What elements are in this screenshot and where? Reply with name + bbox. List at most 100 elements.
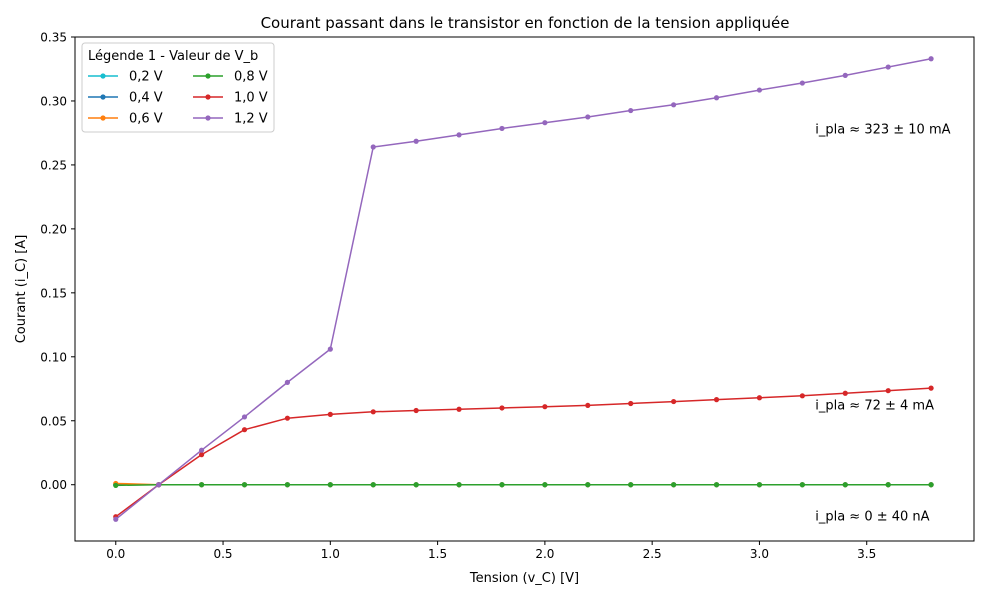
data-point <box>285 482 290 487</box>
data-point <box>928 56 933 61</box>
y-tick-label: 0.30 <box>40 94 67 108</box>
data-point <box>585 482 590 487</box>
data-point <box>843 391 848 396</box>
legend-marker <box>205 94 210 99</box>
y-tick-label: 0.25 <box>40 158 67 172</box>
legend: Légende 1 - Valeur de V_b 0,2 V 0,4 V 0,6 … <box>82 43 274 132</box>
data-point <box>671 399 676 404</box>
data-point <box>757 395 762 400</box>
data-point <box>800 393 805 398</box>
series-3 <box>113 482 934 488</box>
data-point <box>843 73 848 78</box>
data-point <box>113 517 118 522</box>
data-point <box>414 139 419 144</box>
data-point <box>585 114 590 119</box>
data-point <box>671 482 676 487</box>
data-point <box>414 408 419 413</box>
data-point <box>800 482 805 487</box>
data-point <box>242 414 247 419</box>
data-point <box>757 87 762 92</box>
data-point <box>757 482 762 487</box>
data-point <box>328 482 333 487</box>
data-point <box>285 416 290 421</box>
data-point <box>456 482 461 487</box>
x-tick-label: 3.5 <box>857 547 876 561</box>
legend-title: Légende 1 - Valeur de V_b <box>88 49 258 64</box>
series-line <box>116 485 931 486</box>
data-point <box>886 64 891 69</box>
data-point <box>499 482 504 487</box>
x-axis: 0.0 0.5 1.0 1.5 2.0 2.5 3.0 3.5 <box>106 541 876 561</box>
data-point <box>371 409 376 414</box>
legend-label: 0,8 V <box>234 70 268 85</box>
data-point <box>156 482 161 487</box>
y-tick-label: 0.05 <box>40 414 67 428</box>
legend-marker <box>205 73 210 78</box>
plot-annotations: i_pla ≈ 323 ± 10 mA i_pla ≈ 72 ± 4 mA i_pl… <box>815 123 950 525</box>
x-tick-label: 0.5 <box>213 547 232 561</box>
series-line <box>116 388 931 517</box>
data-point <box>843 482 848 487</box>
y-axis-label: Courant (i_C) [A] <box>14 235 29 344</box>
legend-label: 1,2 V <box>234 112 268 127</box>
data-point <box>542 120 547 125</box>
data-point <box>542 404 547 409</box>
data-point <box>285 380 290 385</box>
x-tick-label: 1.5 <box>428 547 447 561</box>
x-tick-label: 2.0 <box>535 547 554 561</box>
data-point <box>628 401 633 406</box>
data-point <box>886 388 891 393</box>
data-point <box>371 144 376 149</box>
data-point <box>628 108 633 113</box>
data-point <box>714 397 719 402</box>
annotation: i_pla ≈ 72 ± 4 mA <box>815 398 934 413</box>
y-axis: 0.00 0.05 0.10 0.15 0.20 0.25 0.30 0.35 <box>40 31 75 493</box>
legend-label: 1,0 V <box>234 91 268 106</box>
x-tick-label: 3.0 <box>750 547 769 561</box>
y-tick-label: 0.00 <box>40 478 67 492</box>
data-point <box>456 407 461 412</box>
data-point <box>671 102 676 107</box>
x-tick-label: 1.0 <box>321 547 340 561</box>
y-tick-label: 0.20 <box>40 222 67 236</box>
legend-label: 0,4 V <box>129 91 163 106</box>
data-point <box>628 482 633 487</box>
data-point <box>928 386 933 391</box>
y-tick-label: 0.15 <box>40 286 67 300</box>
x-tick-label: 0.0 <box>106 547 125 561</box>
y-tick-label: 0.35 <box>40 31 67 45</box>
legend-marker <box>205 115 210 120</box>
data-point <box>242 482 247 487</box>
legend-marker <box>100 115 105 120</box>
data-point <box>886 482 891 487</box>
x-tick-label: 2.5 <box>643 547 662 561</box>
series-4 <box>113 386 934 520</box>
data-point <box>800 80 805 85</box>
annotation: i_pla ≈ 323 ± 10 mA <box>815 123 950 138</box>
data-point <box>371 482 376 487</box>
legend-marker <box>100 73 105 78</box>
legend-marker <box>100 94 105 99</box>
legend-label: 0,2 V <box>129 70 163 85</box>
chart-title: Courant passant dans le transistor en fo… <box>261 14 790 32</box>
data-point <box>585 403 590 408</box>
data-point <box>928 482 933 487</box>
data-point <box>199 482 204 487</box>
data-point <box>328 347 333 352</box>
data-point <box>714 95 719 100</box>
data-point <box>714 482 719 487</box>
data-point <box>456 132 461 137</box>
data-point <box>414 482 419 487</box>
legend-label: 0,6 V <box>129 112 163 127</box>
data-point <box>328 412 333 417</box>
data-point <box>113 483 118 488</box>
annotation: i_pla ≈ 0 ± 40 nA <box>815 510 929 525</box>
data-point <box>242 427 247 432</box>
x-axis-label: Tension (v_C) [V] <box>469 571 579 586</box>
y-tick-label: 0.10 <box>40 350 67 364</box>
data-point <box>199 452 204 457</box>
data-point <box>542 482 547 487</box>
data-point <box>499 405 504 410</box>
data-point <box>199 448 204 453</box>
